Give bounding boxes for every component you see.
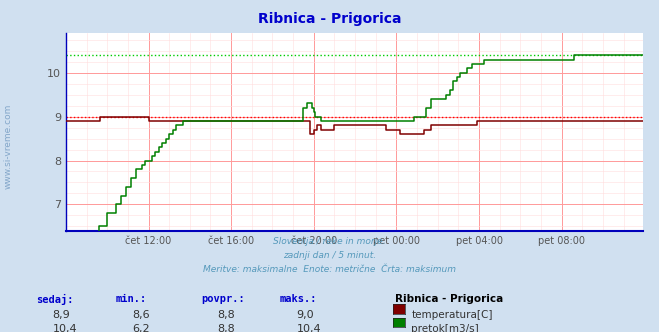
Text: temperatura[C]: temperatura[C]	[411, 310, 493, 320]
Text: 8,6: 8,6	[132, 310, 150, 320]
Text: Ribnica - Prigorica: Ribnica - Prigorica	[395, 294, 503, 304]
Text: sedaj:: sedaj:	[36, 294, 74, 305]
Text: 10,4: 10,4	[297, 324, 321, 332]
Text: 8,9: 8,9	[53, 310, 71, 320]
Text: Meritve: maksimalne  Enote: metrične  Črta: maksimum: Meritve: maksimalne Enote: metrične Črta…	[203, 265, 456, 274]
Text: maks.:: maks.:	[280, 294, 318, 304]
Text: pretok[m3/s]: pretok[m3/s]	[411, 324, 479, 332]
Text: www.si-vreme.com: www.si-vreme.com	[4, 103, 13, 189]
Text: povpr.:: povpr.:	[201, 294, 244, 304]
Text: 8,8: 8,8	[217, 310, 235, 320]
Text: 8,8: 8,8	[217, 324, 235, 332]
Text: zadnji dan / 5 minut.: zadnji dan / 5 minut.	[283, 251, 376, 260]
Text: Ribnica - Prigorica: Ribnica - Prigorica	[258, 12, 401, 26]
Text: 9,0: 9,0	[297, 310, 314, 320]
Text: 10,4: 10,4	[53, 324, 77, 332]
Text: min.:: min.:	[115, 294, 146, 304]
Text: 6,2: 6,2	[132, 324, 150, 332]
Text: Slovenija / reke in morje.: Slovenija / reke in morje.	[273, 237, 386, 246]
